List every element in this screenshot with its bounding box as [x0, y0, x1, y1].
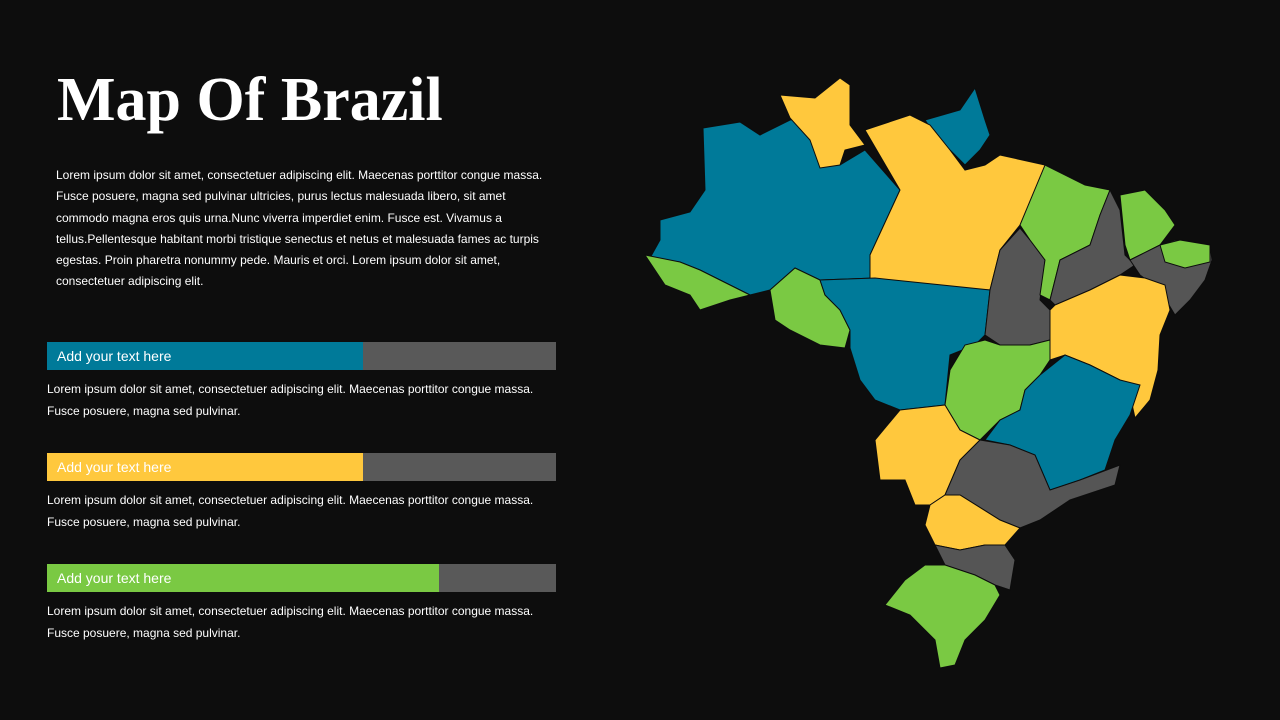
progress-track: Add your text here	[47, 453, 556, 481]
progress-item: Add your text here Lorem ipsum dolor sit …	[47, 342, 556, 422]
progress-track: Add your text here	[47, 342, 556, 370]
item-description: Lorem ipsum dolor sit amet, consectetuer…	[47, 493, 534, 529]
state	[1159, 239, 1211, 269]
intro-text: Lorem ipsum dolor sit amet, consectetuer…	[56, 168, 543, 289]
state	[884, 564, 1001, 669]
title: Map Of Brazil	[57, 66, 443, 134]
progress-label: Add your text here	[57, 348, 172, 364]
item-description: Lorem ipsum dolor sit amet, consectetuer…	[47, 382, 534, 418]
progress-fill	[47, 564, 439, 592]
state	[643, 254, 752, 311]
progress-item: Add your text here Lorem ipsum dolor sit …	[47, 564, 556, 644]
progress-item: Add your text here Lorem ipsum dolor sit …	[47, 453, 556, 533]
state	[984, 227, 1051, 346]
progress-label: Add your text here	[57, 570, 172, 586]
progress-fill	[47, 342, 363, 370]
state	[779, 77, 866, 169]
progress-track: Add your text here	[47, 564, 556, 592]
progress-label: Add your text here	[57, 459, 172, 475]
item-description: Lorem ipsum dolor sit amet, consectetuer…	[47, 604, 534, 640]
progress-fill	[47, 453, 363, 481]
brazil-map	[643, 77, 1213, 669]
